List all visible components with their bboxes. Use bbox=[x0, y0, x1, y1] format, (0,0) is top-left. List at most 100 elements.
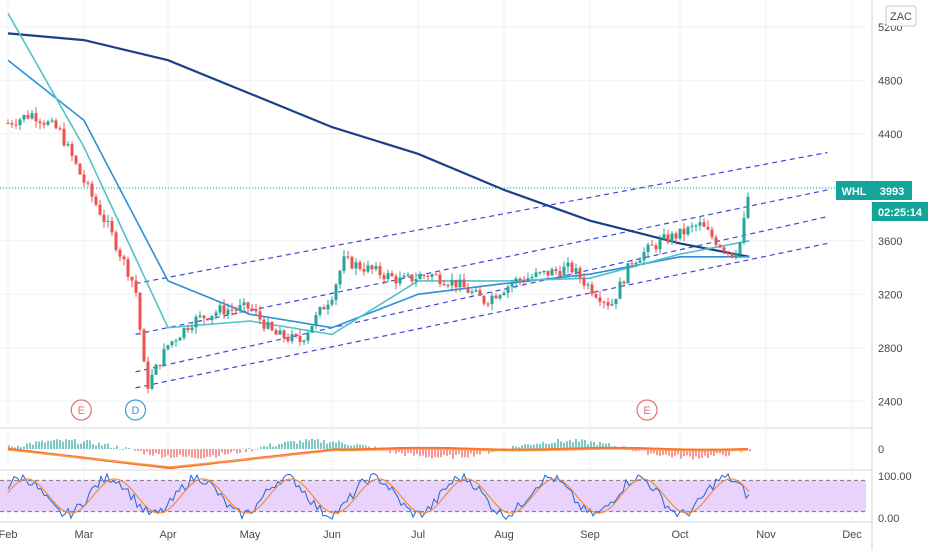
candle-body[interactable] bbox=[274, 330, 278, 335]
candle-body[interactable] bbox=[614, 298, 618, 305]
candle-body[interactable] bbox=[218, 305, 222, 313]
candle-body[interactable] bbox=[518, 278, 522, 281]
candle-body[interactable] bbox=[14, 124, 18, 126]
candle-body[interactable] bbox=[338, 271, 342, 285]
candle-body[interactable] bbox=[726, 251, 730, 253]
candle-body[interactable] bbox=[306, 332, 310, 341]
candle-body[interactable] bbox=[450, 279, 454, 286]
event-marker[interactable] bbox=[636, 399, 658, 421]
candle-body[interactable] bbox=[442, 283, 446, 286]
candle-body[interactable] bbox=[190, 327, 194, 331]
candle-body[interactable] bbox=[162, 348, 166, 366]
candle-body[interactable] bbox=[634, 262, 638, 265]
candle-body[interactable] bbox=[206, 318, 210, 320]
candle-body[interactable] bbox=[22, 115, 26, 120]
candle-body[interactable] bbox=[646, 244, 650, 253]
candle-body[interactable] bbox=[630, 263, 634, 265]
candle-body[interactable] bbox=[38, 121, 42, 124]
candle-body[interactable] bbox=[598, 297, 602, 302]
candle-body[interactable] bbox=[342, 256, 346, 272]
candle-body[interactable] bbox=[234, 309, 238, 311]
candle-body[interactable] bbox=[578, 268, 582, 279]
candle-body[interactable] bbox=[746, 196, 750, 218]
candle-body[interactable] bbox=[618, 281, 622, 299]
candle-body[interactable] bbox=[410, 274, 414, 282]
candle-body[interactable] bbox=[602, 301, 606, 303]
candle-body[interactable] bbox=[150, 374, 154, 389]
candle-body[interactable] bbox=[414, 279, 418, 282]
candle-body[interactable] bbox=[566, 262, 570, 267]
candle-body[interactable] bbox=[194, 316, 198, 328]
candle-body[interactable] bbox=[642, 252, 646, 261]
candle-body[interactable] bbox=[710, 229, 714, 238]
candle-body[interactable] bbox=[706, 226, 710, 230]
candle-body[interactable] bbox=[10, 123, 14, 125]
stochastic-d-line[interactable] bbox=[7, 478, 750, 514]
candle-body[interactable] bbox=[122, 256, 126, 260]
candle-body[interactable] bbox=[110, 221, 114, 233]
candle-body[interactable] bbox=[606, 302, 610, 306]
candle-body[interactable] bbox=[398, 277, 402, 284]
candle-body[interactable] bbox=[662, 234, 666, 239]
candle-body[interactable] bbox=[506, 286, 510, 293]
candle-body[interactable] bbox=[550, 269, 554, 276]
candle-body[interactable] bbox=[102, 214, 106, 222]
candle-body[interactable] bbox=[214, 312, 218, 316]
candle-body[interactable] bbox=[58, 128, 62, 130]
candle-body[interactable] bbox=[202, 315, 206, 319]
candle-body[interactable] bbox=[334, 284, 338, 300]
candle-body[interactable] bbox=[406, 274, 410, 276]
candle-body[interactable] bbox=[230, 309, 234, 311]
candle-body[interactable] bbox=[258, 311, 262, 320]
candle-body[interactable] bbox=[170, 341, 174, 346]
candle-body[interactable] bbox=[182, 327, 186, 338]
candle-body[interactable] bbox=[138, 292, 142, 330]
moving-average-line[interactable] bbox=[7, 13, 750, 336]
candle-body[interactable] bbox=[346, 256, 350, 258]
candle-body[interactable] bbox=[378, 266, 382, 276]
candle-body[interactable] bbox=[446, 285, 450, 287]
candle-body[interactable] bbox=[106, 221, 110, 223]
candle-body[interactable] bbox=[538, 272, 542, 274]
candle-body[interactable] bbox=[154, 364, 158, 375]
candle-body[interactable] bbox=[266, 321, 270, 329]
candle-body[interactable] bbox=[118, 250, 122, 257]
candle-body[interactable] bbox=[486, 303, 490, 305]
candle-body[interactable] bbox=[310, 325, 314, 333]
candle-body[interactable] bbox=[510, 283, 514, 287]
candle-body[interactable] bbox=[70, 144, 74, 156]
candle-body[interactable] bbox=[522, 280, 526, 282]
candle-body[interactable] bbox=[470, 291, 474, 293]
candle-body[interactable] bbox=[738, 242, 742, 254]
candle-body[interactable] bbox=[366, 265, 370, 272]
candle-body[interactable] bbox=[574, 268, 578, 273]
candle-body[interactable] bbox=[30, 113, 34, 119]
candle-body[interactable] bbox=[562, 266, 566, 276]
candle-body[interactable] bbox=[650, 244, 654, 246]
candle-body[interactable] bbox=[54, 120, 58, 129]
moving-average-line[interactable] bbox=[7, 32, 750, 258]
candle-body[interactable] bbox=[98, 204, 102, 215]
candle-body[interactable] bbox=[390, 273, 394, 277]
candle-body[interactable] bbox=[430, 274, 434, 277]
candle-body[interactable] bbox=[166, 345, 170, 349]
channel-line[interactable] bbox=[135, 151, 828, 285]
candle-body[interactable] bbox=[514, 278, 518, 284]
candle-body[interactable] bbox=[418, 274, 422, 280]
candle-body[interactable] bbox=[658, 238, 662, 250]
candle-body[interactable] bbox=[478, 290, 482, 296]
candle-body[interactable] bbox=[722, 247, 726, 252]
candle-body[interactable] bbox=[666, 234, 670, 243]
candle-body[interactable] bbox=[466, 287, 470, 293]
candle-body[interactable] bbox=[186, 327, 190, 331]
candle-body[interactable] bbox=[6, 123, 10, 125]
channel-line[interactable] bbox=[135, 242, 828, 389]
event-marker[interactable] bbox=[70, 399, 92, 421]
candle-body[interactable] bbox=[130, 276, 134, 281]
candle-body[interactable] bbox=[502, 292, 506, 296]
candle-body[interactable] bbox=[66, 144, 70, 146]
candle-body[interactable] bbox=[394, 276, 398, 284]
candle-body[interactable] bbox=[82, 174, 86, 183]
candle-body[interactable] bbox=[282, 330, 286, 339]
